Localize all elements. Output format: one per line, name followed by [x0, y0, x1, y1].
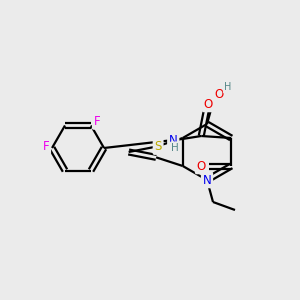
Text: O: O — [204, 98, 213, 110]
Text: H: H — [224, 82, 232, 92]
Text: S: S — [154, 140, 162, 153]
Text: N: N — [202, 173, 211, 187]
Text: O: O — [196, 160, 206, 172]
Text: F: F — [94, 115, 100, 128]
Text: N: N — [169, 134, 178, 146]
Text: H: H — [171, 143, 179, 153]
Text: F: F — [43, 140, 49, 154]
Text: O: O — [214, 88, 224, 100]
